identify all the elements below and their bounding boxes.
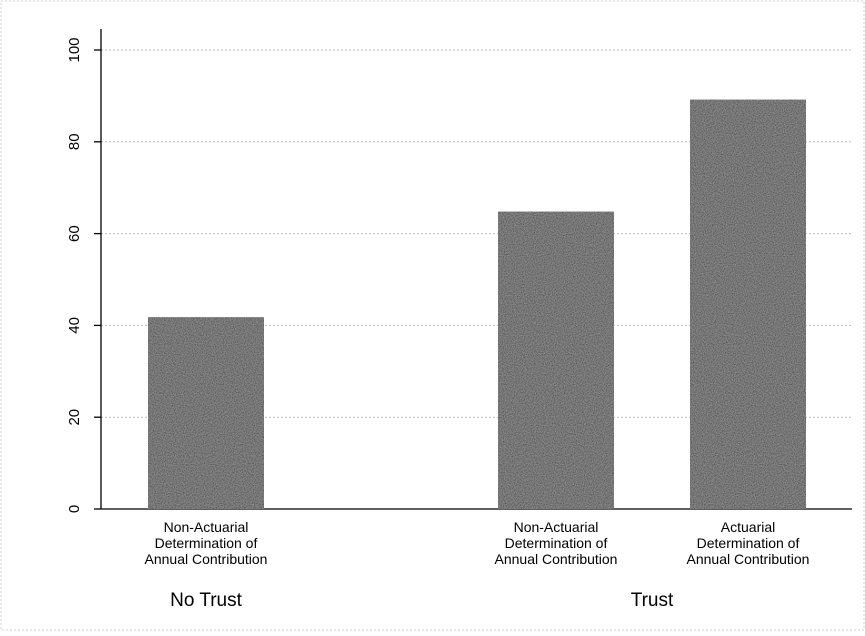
bar [498,211,614,509]
x-tick-label: Determination of [697,535,800,551]
x-tick-label: Annual Contribution [495,551,618,567]
y-tick-label: 80 [66,133,83,150]
group-label: No Trust [170,590,243,611]
bar [690,99,806,510]
y-tick-label: 0 [66,505,83,513]
x-tick-label: Annual Contribution [687,551,810,567]
y-tick-label: 20 [66,409,83,426]
x-tick-label: Determination of [505,535,608,551]
x-tick-label: Non-Actuarial [514,519,599,535]
bars [148,99,806,510]
x-tick-label: Non-Actuarial [164,519,249,535]
bar [148,317,264,509]
x-tick-label: Annual Contribution [145,551,268,567]
x-tick-label: Actuarial [721,519,775,535]
y-tick-label: 100 [66,37,83,62]
y-tick-label: 60 [66,225,83,242]
group-label: Trust [631,590,674,611]
y-tick-label: 40 [66,317,83,334]
x-tick-label: Determination of [155,535,258,551]
